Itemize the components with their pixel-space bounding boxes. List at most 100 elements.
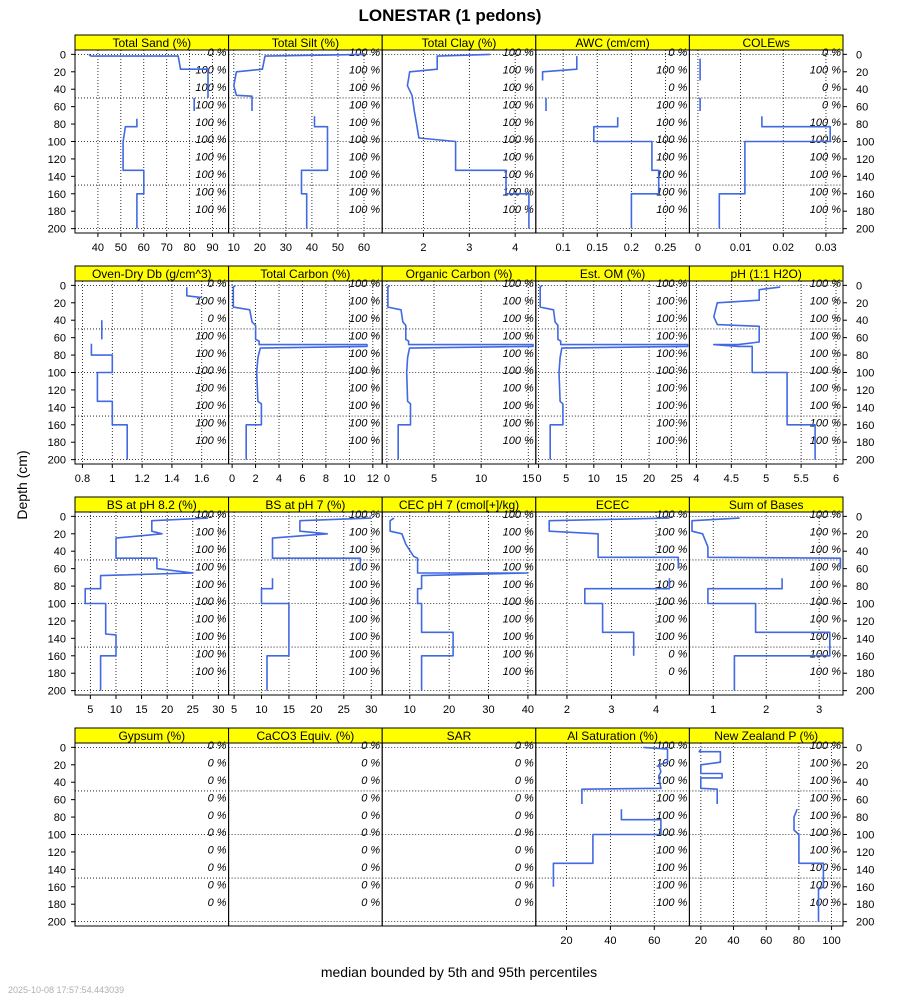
percent-label: 0 % <box>361 792 380 804</box>
panel: Sum of Bases 100 % 100 % 100 % 100 % 100 % 100… <box>688 496 874 716</box>
figure-title: LONESTAR (1 pedons) <box>359 6 542 25</box>
depth-tick-label: 200 <box>856 224 874 236</box>
percent-label: 100 % <box>656 134 687 146</box>
percent-label: 100 % <box>195 82 226 94</box>
percent-label: 0 % <box>515 897 534 909</box>
panel-title: Sum of Bases <box>729 498 804 512</box>
panel: Organic Carbon (%)100 %100 %100 %100 %10… <box>381 265 537 485</box>
percent-label: 100 % <box>349 99 380 111</box>
percent-label: 100 % <box>349 544 380 556</box>
percent-label: 100 % <box>810 65 841 77</box>
percent-label: 0 % <box>515 845 534 857</box>
percent-label: 0 % <box>515 792 534 804</box>
depth-tick-label: 60 <box>856 795 868 807</box>
x-tick-label: 0 <box>695 242 701 254</box>
percent-label: 100 % <box>810 365 841 377</box>
percent-label: 100 % <box>656 418 687 430</box>
x-tick-label: 60 <box>358 242 370 254</box>
depth-tick-label: 40 <box>54 84 66 96</box>
panel: Total Silt (%) 100 % 100 % 100 % 100 % 100 % 1… <box>228 34 383 254</box>
percent-label: 100 % <box>810 418 841 430</box>
depth-tick-label: 180 <box>856 668 874 680</box>
percent-label: 100 % <box>656 204 687 216</box>
x-tick-label: 2 <box>420 242 426 254</box>
x-tick-label: 25 <box>338 704 350 716</box>
percent-label: 100 % <box>195 330 226 342</box>
x-tick-label: 0 <box>536 473 542 485</box>
x-tick-label: 25 <box>187 704 199 716</box>
percent-label: 100 % <box>656 169 687 181</box>
percent-label: 100 % <box>349 579 380 591</box>
panel-title: ECEC <box>596 498 630 512</box>
percent-label: 100 % <box>656 561 687 573</box>
x-tick-label: 30 <box>212 704 224 716</box>
percent-label: 0 % <box>361 862 380 874</box>
percent-label: 100 % <box>349 296 380 308</box>
depth-tick-label: 60 <box>54 102 66 114</box>
percent-label: 0 % <box>822 47 841 59</box>
profile-line <box>88 53 209 98</box>
x-tick-label: 15 <box>522 473 534 485</box>
percent-label: 100 % <box>656 296 687 308</box>
x-tick-label: 4.5 <box>724 473 739 485</box>
profile-line <box>406 53 530 229</box>
percent-label: 0 % <box>208 740 227 752</box>
percent-label: 100 % <box>810 758 841 770</box>
panel: SAR 0 % 0 % 0 % 0 % 0 % 0 % 0 % 0 % 0 % 0 % <box>381 727 537 927</box>
panel-title: Total Carbon (%) <box>260 267 350 281</box>
percent-label: 100 % <box>503 383 534 395</box>
percent-label: 0 % <box>822 82 841 94</box>
percent-label: 0 % <box>208 758 227 770</box>
percent-label: 0 % <box>208 313 227 325</box>
panel: BS at pH 8.2 (%)100 %100 %100 %100 %100 … <box>48 496 230 716</box>
x-tick-label: 50 <box>115 242 127 254</box>
percent-label: 100 % <box>656 400 687 412</box>
percent-label: 100 % <box>503 330 534 342</box>
x-tick-label: 40 <box>522 704 534 716</box>
percent-label: 100 % <box>656 187 687 199</box>
percent-label: 100 % <box>810 383 841 395</box>
x-tick-label: 4 <box>653 704 659 716</box>
percent-label: 100 % <box>349 418 380 430</box>
profile-line <box>707 578 831 691</box>
depth-tick-label: 180 <box>856 899 874 911</box>
percent-label: 100 % <box>503 649 534 661</box>
x-tick-label: 6 <box>299 473 305 485</box>
panel-title: Organic Carbon (%) <box>406 267 513 281</box>
x-tick-label: 3 <box>816 704 822 716</box>
percent-label: 100 % <box>503 666 534 678</box>
profile-line <box>260 578 290 691</box>
panel: New Zealand P (%)100 %100 %100 %100 %100… <box>688 727 874 947</box>
percent-label: 100 % <box>810 169 841 181</box>
x-tick-label: 5 <box>763 473 769 485</box>
depth-tick-label: 200 <box>856 455 874 467</box>
percent-label: 0 % <box>208 810 227 822</box>
panel-frame <box>228 742 383 927</box>
depth-tick-label: 40 <box>856 84 868 96</box>
profile-line <box>592 117 660 229</box>
panel: pH (1:1 H2O) 100 % 100 % 100 % 100 % 100 % 100… <box>688 265 874 485</box>
percent-label: 100 % <box>195 383 226 395</box>
depth-tick-label: 180 <box>48 899 66 911</box>
depth-tick-label: 0 <box>60 742 66 754</box>
x-tick-label: 60 <box>648 935 660 947</box>
profile-line <box>233 53 365 111</box>
percent-label: 100 % <box>810 740 841 752</box>
depth-tick-label: 160 <box>48 420 66 432</box>
percent-label: 100 % <box>349 561 380 573</box>
depth-tick-label: 20 <box>54 760 66 772</box>
percent-label: 0 % <box>822 99 841 111</box>
x-tick-label: 90 <box>206 242 218 254</box>
x-axis-label: median bounded by 5th and 95th percentil… <box>321 964 597 980</box>
x-tick-label: 2 <box>564 704 570 716</box>
depth-tick-label: 60 <box>856 333 868 345</box>
percent-label: 100 % <box>503 117 534 129</box>
x-tick-label: 0.25 <box>655 242 676 254</box>
percent-label: 100 % <box>810 880 841 892</box>
panel-title: pH (1:1 H2O) <box>731 267 802 281</box>
percent-label: 100 % <box>810 204 841 216</box>
panel-title: Total Silt (%) <box>272 36 339 50</box>
percent-label: 100 % <box>349 65 380 77</box>
percent-label: 100 % <box>349 117 380 129</box>
panel-grid: Total Sand (%)0 %100 %100 %100 %100 %100… <box>48 34 874 947</box>
